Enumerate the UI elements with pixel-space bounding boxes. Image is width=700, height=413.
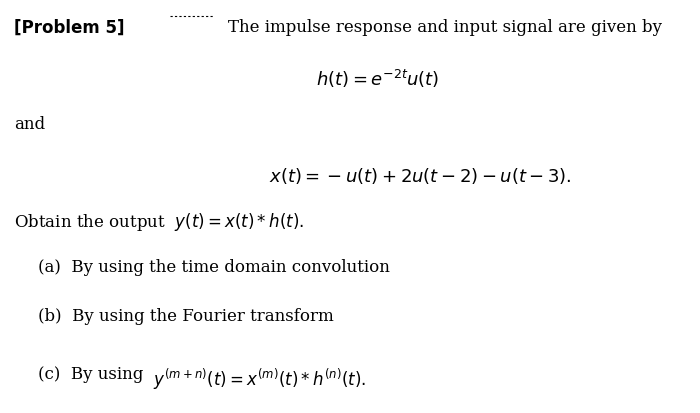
Text: (a)  By using the time domain convolution: (a) By using the time domain convolution: [38, 258, 391, 275]
Text: and: and: [14, 116, 45, 133]
Text: Obtain the output  $y(t) = x(t)*h(t).$: Obtain the output $y(t) = x(t)*h(t).$: [14, 211, 304, 233]
Text: $y^{(m+n)}(t) = x^{(m)}(t)*h^{(n)}(t).$: $y^{(m+n)}(t) = x^{(m)}(t)*h^{(n)}(t).$: [153, 366, 366, 391]
Text: (c)  By using: (c) By using: [38, 366, 155, 382]
Text: [Problem 5]: [Problem 5]: [14, 19, 125, 36]
Text: (b)  By using the Fourier transform: (b) By using the Fourier transform: [38, 308, 335, 325]
Text: $x(t) = -u(t) + 2u(t-2) - u(t-3).$: $x(t) = -u(t) + 2u(t-2) - u(t-3).$: [269, 165, 571, 185]
Text: The impulse response and input signal are given by: The impulse response and input signal ar…: [228, 19, 662, 36]
Text: $h(t) = e^{-2t}u(t)$: $h(t) = e^{-2t}u(t)$: [316, 68, 440, 90]
